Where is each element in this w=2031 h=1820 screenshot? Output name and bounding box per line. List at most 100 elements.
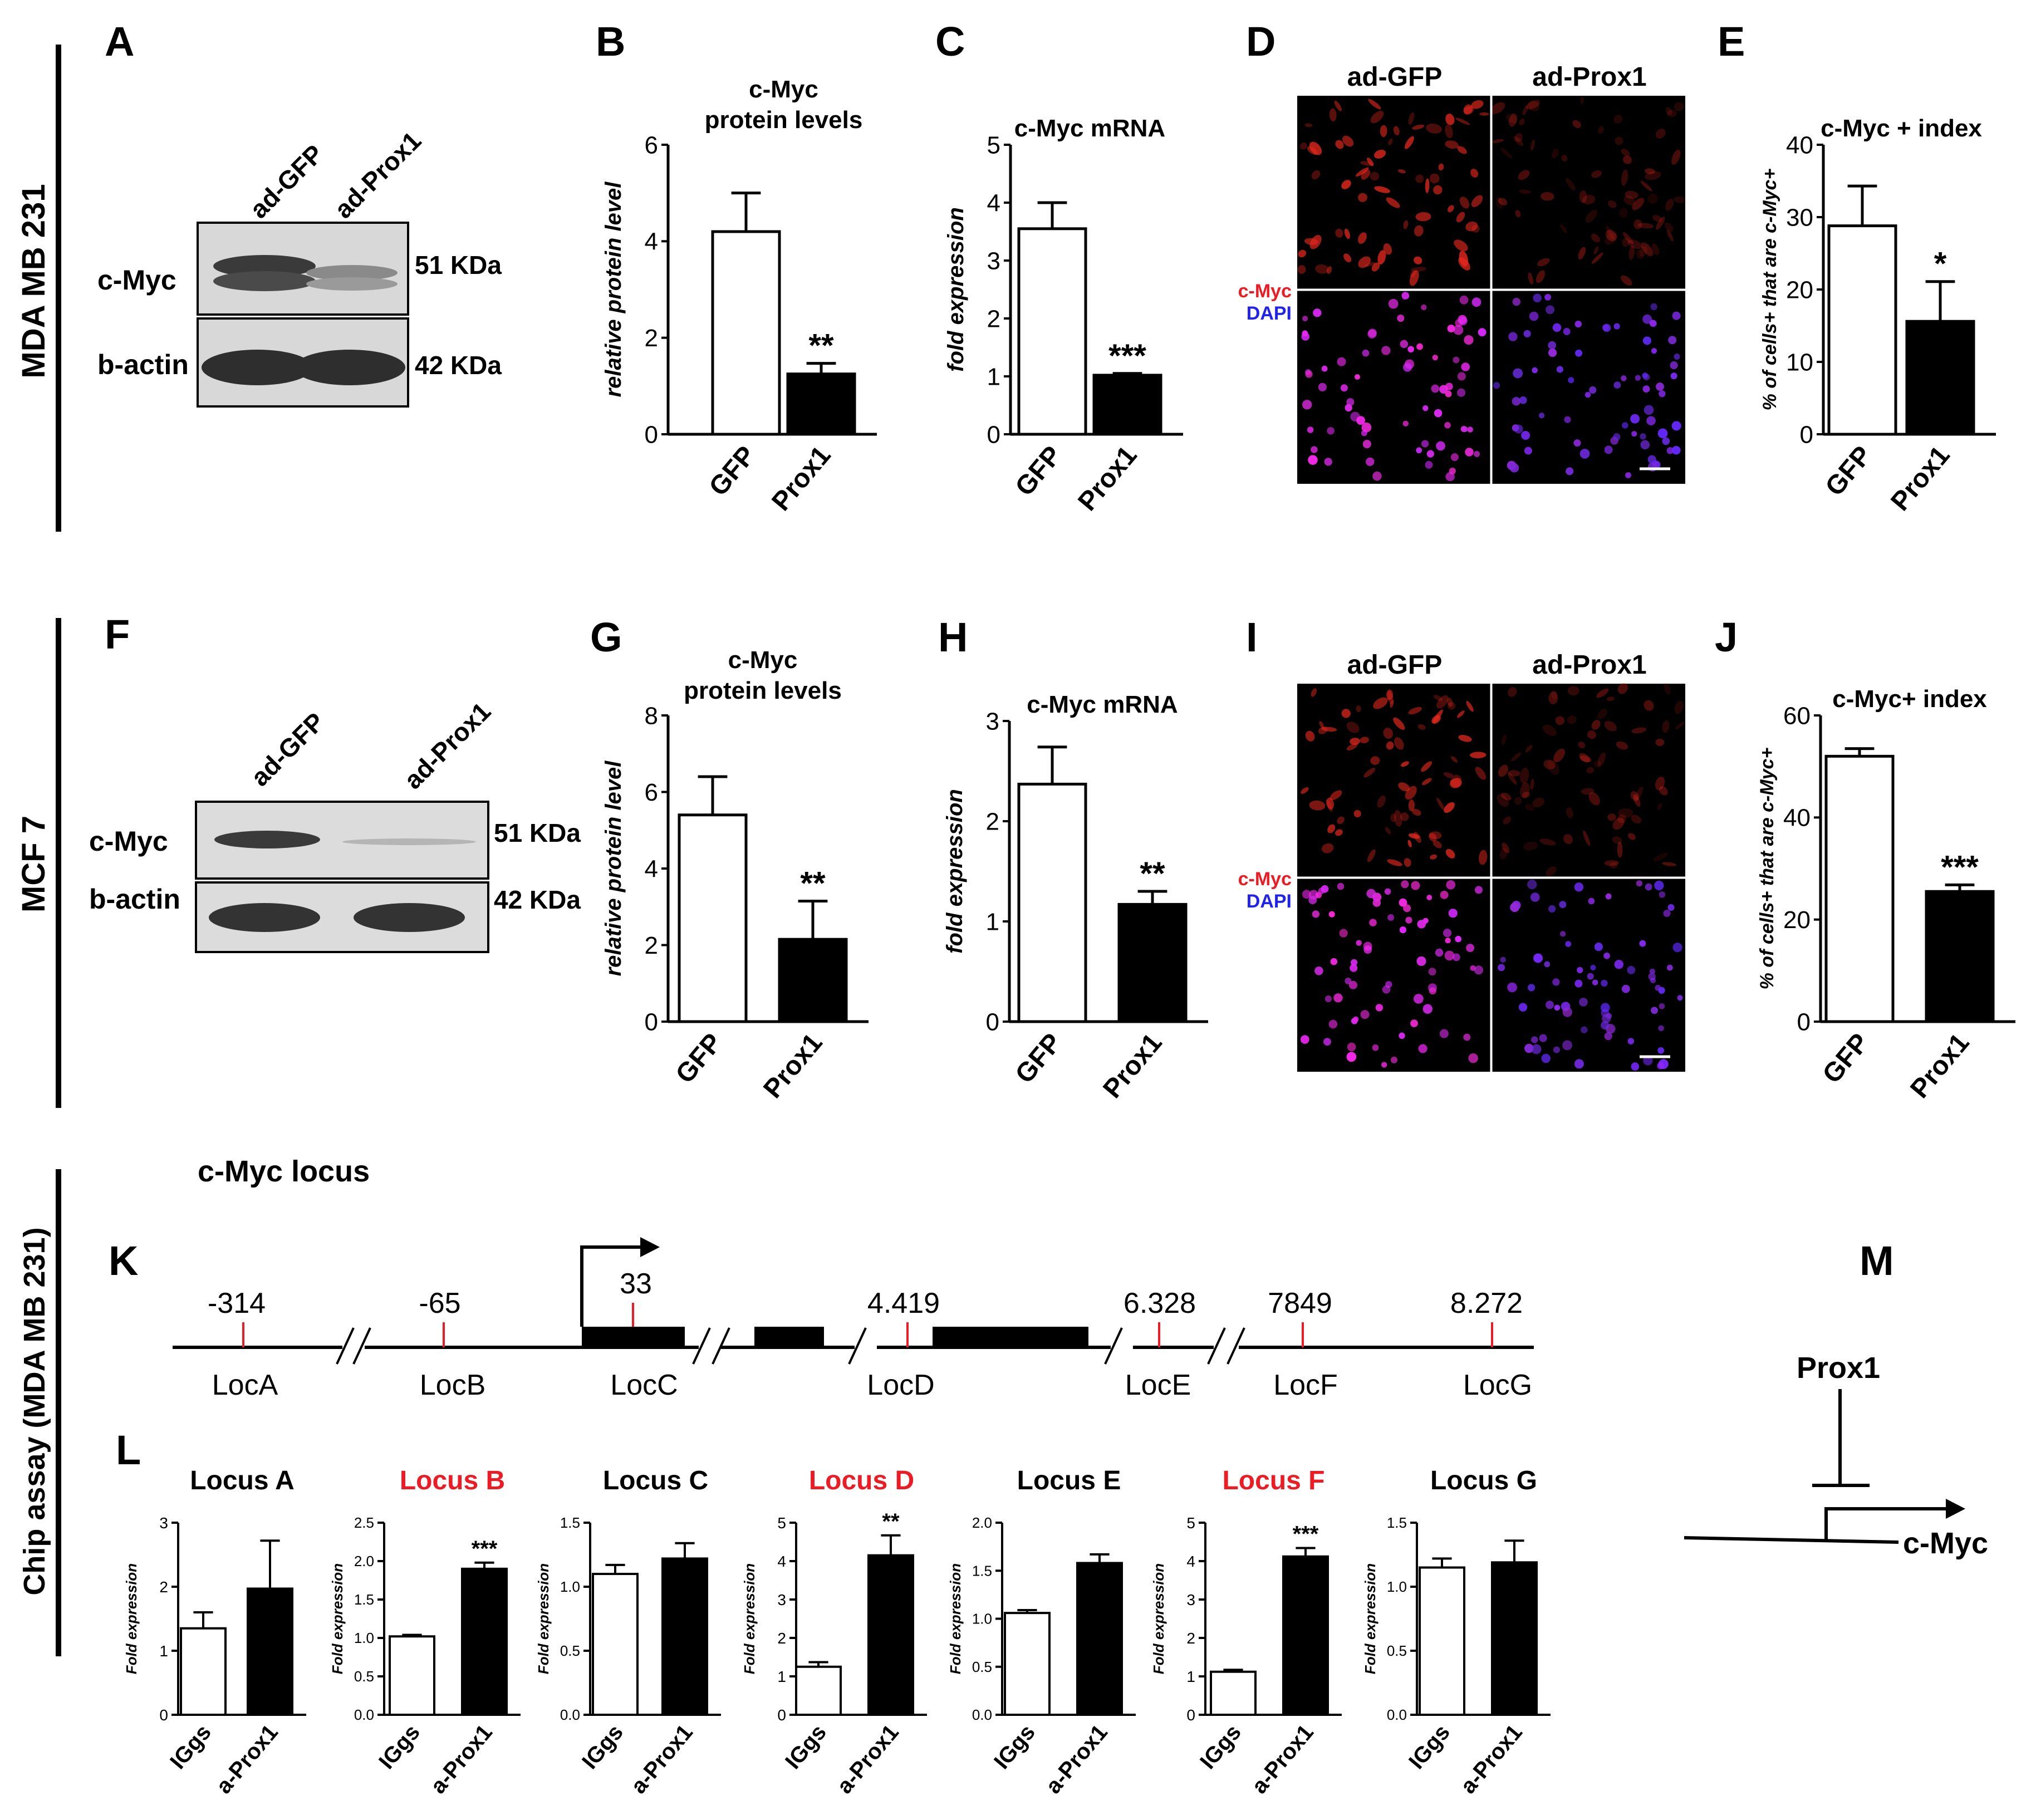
nucleus	[1518, 1003, 1528, 1012]
cell	[1631, 727, 1647, 734]
cell	[1655, 129, 1666, 139]
cell	[1551, 690, 1557, 700]
nucleus	[1493, 382, 1500, 389]
nucleus	[1347, 1042, 1356, 1052]
cell	[1388, 138, 1393, 145]
nucleus	[1314, 967, 1323, 975]
cell	[1503, 816, 1512, 825]
nucleus	[1307, 426, 1314, 433]
cell	[1370, 171, 1380, 181]
nucleus	[1399, 1032, 1405, 1039]
nucleus	[1470, 965, 1476, 971]
nucleus	[1402, 420, 1409, 427]
cell	[1617, 814, 1626, 823]
y-tick-label: 1	[1186, 1668, 1195, 1685]
cell	[1451, 756, 1458, 763]
cell	[1659, 786, 1668, 796]
y-tick-label: 1	[159, 1642, 168, 1660]
cell	[1335, 228, 1343, 238]
nucleus	[1328, 1019, 1338, 1029]
y-tick-label: 10	[1786, 349, 1813, 376]
nucleus	[1421, 440, 1429, 448]
cell	[1355, 167, 1369, 177]
cell	[1508, 113, 1517, 127]
cell	[1358, 256, 1371, 268]
cell	[1326, 797, 1335, 810]
cell	[1662, 720, 1670, 733]
cell	[1537, 258, 1550, 267]
exon	[754, 1327, 824, 1347]
cell	[1612, 817, 1625, 830]
bar	[247, 1587, 293, 1716]
y-tick-label: 0	[1797, 1008, 1811, 1036]
cell	[1525, 745, 1533, 753]
cell	[1304, 123, 1313, 127]
nucleus	[1350, 964, 1358, 972]
nucleus	[1512, 397, 1521, 406]
cell	[1429, 831, 1442, 840]
cell	[1409, 270, 1419, 286]
cell	[1597, 708, 1607, 720]
cell	[1471, 100, 1484, 109]
nucleus	[1403, 362, 1412, 372]
nucleus	[1302, 890, 1311, 899]
cell	[1608, 200, 1617, 208]
protein-band	[213, 271, 316, 291]
bar	[1925, 890, 1995, 1023]
cell	[1393, 126, 1400, 136]
nucleus	[1548, 905, 1556, 913]
nucleus	[1462, 426, 1468, 433]
band-size-label: 42 KDa	[415, 351, 502, 380]
cell	[1431, 715, 1441, 724]
nucleus	[1565, 941, 1572, 947]
chart-title: Locus B	[400, 1466, 505, 1495]
nucleus	[1659, 1003, 1665, 1009]
y-tick-label: 0	[777, 1706, 786, 1724]
nucleus	[1508, 332, 1518, 341]
bar	[1092, 374, 1162, 436]
nucleus	[1658, 987, 1665, 994]
nucleus	[1530, 892, 1540, 902]
chart-title: protein levels	[684, 677, 842, 704]
cell	[1385, 827, 1391, 835]
nucleus	[1448, 909, 1458, 918]
bar-chart-e: 0 10 20 30 40 GFP Prox1 * % of cells+ that are c…	[1718, 18, 1996, 517]
nucleus	[1445, 472, 1455, 482]
transcription-start-arrow	[580, 1245, 649, 1327]
y-tick-label: 1.5	[354, 1591, 374, 1608]
cell	[1610, 862, 1618, 869]
x-category-label: GFP	[1820, 440, 1878, 502]
x-category-label: a-Prox1	[212, 1720, 283, 1799]
nucleus	[1455, 935, 1461, 943]
nucleus	[1339, 929, 1348, 938]
cell	[1664, 683, 1671, 695]
nucleus	[1519, 396, 1527, 404]
exon	[933, 1327, 1088, 1347]
nucleus	[1431, 384, 1440, 393]
nucleus	[1574, 882, 1584, 892]
cell	[1407, 840, 1412, 847]
nucleus	[1361, 422, 1372, 433]
nucleus	[1559, 901, 1567, 909]
break-mark	[352, 1327, 371, 1365]
cell	[1540, 192, 1554, 201]
cell	[1319, 721, 1324, 728]
bar-chart-c: 0 1 2 3 4 5 GFP Prox1 *** fold expression c-Myc mR…	[935, 18, 1183, 517]
break-mark	[1104, 1327, 1123, 1365]
cell	[1621, 149, 1630, 156]
break-mark	[336, 1327, 355, 1365]
nucleus	[1556, 366, 1563, 373]
cell	[1636, 249, 1644, 259]
cell	[1360, 737, 1370, 744]
nucleus	[1353, 1016, 1359, 1022]
cell	[1651, 243, 1660, 256]
nucleus	[1362, 349, 1370, 357]
nucleus	[1568, 377, 1574, 384]
y-axis-label: Fold expression	[947, 1563, 964, 1674]
cell	[1309, 141, 1322, 155]
bar-chart-ld: 0 1 2 3 4 5 IGgs a-Prox1 ** Fold expression Locus …	[741, 1466, 927, 1798]
lane-label: ad-GFP	[244, 139, 328, 224]
cell	[1356, 705, 1361, 713]
cell	[1361, 169, 1371, 180]
cell	[1373, 149, 1386, 159]
